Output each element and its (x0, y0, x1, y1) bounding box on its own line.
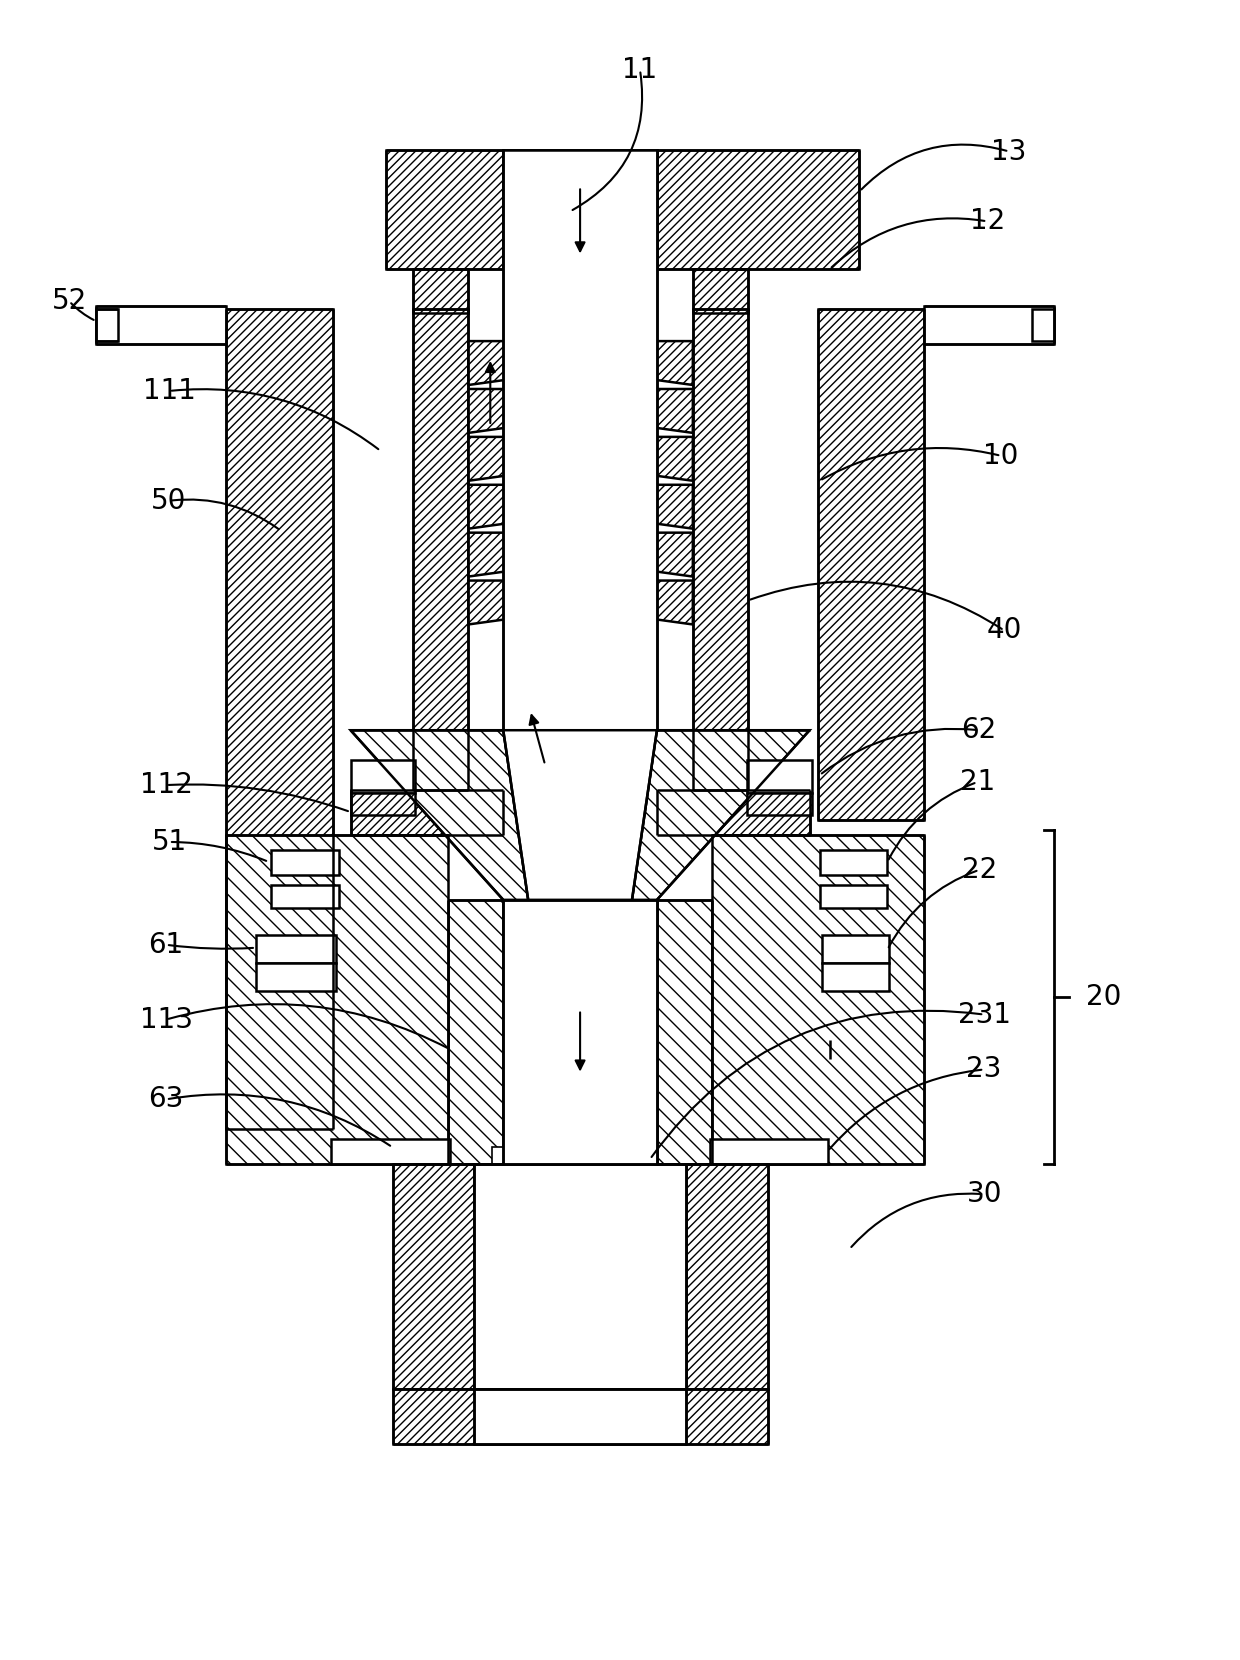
Bar (693, 309, 748, 790)
Bar (657, 149, 859, 269)
Polygon shape (469, 388, 526, 433)
Bar (822, 963, 889, 991)
Text: 231: 231 (957, 1001, 1011, 1029)
Polygon shape (331, 1139, 450, 1164)
Polygon shape (469, 437, 526, 481)
Bar (817, 309, 924, 820)
Polygon shape (469, 581, 526, 624)
Bar (413, 309, 469, 790)
Polygon shape (635, 388, 693, 433)
Bar (503, 900, 657, 1164)
Bar (393, 1164, 475, 1389)
Bar (686, 1164, 768, 1389)
Polygon shape (469, 340, 526, 385)
Bar (226, 835, 449, 1164)
Text: 10: 10 (983, 442, 1019, 470)
Bar (351, 790, 503, 835)
Polygon shape (469, 485, 526, 528)
Text: 61: 61 (149, 931, 184, 959)
Text: 30: 30 (966, 1180, 1002, 1208)
Bar (712, 835, 924, 1164)
Text: 12: 12 (970, 208, 1004, 236)
Polygon shape (635, 533, 693, 576)
Text: 52: 52 (52, 287, 87, 315)
Text: 40: 40 (987, 616, 1022, 644)
Bar (351, 793, 415, 815)
Text: 111: 111 (143, 377, 196, 405)
Bar (226, 309, 332, 1129)
Bar (693, 269, 748, 314)
Bar (393, 1389, 768, 1444)
Text: 13: 13 (992, 138, 1027, 166)
Text: 20: 20 (1086, 983, 1122, 1011)
Polygon shape (709, 1139, 827, 1164)
Bar (591, 1147, 614, 1182)
Polygon shape (632, 730, 810, 900)
Text: 21: 21 (960, 769, 994, 797)
Text: 50: 50 (151, 486, 187, 515)
Bar (558, 1147, 580, 1182)
Polygon shape (635, 437, 693, 481)
Text: 11: 11 (622, 56, 657, 83)
Polygon shape (635, 485, 693, 528)
Polygon shape (635, 581, 693, 624)
Polygon shape (351, 730, 528, 900)
Bar (525, 1147, 546, 1182)
Text: 22: 22 (961, 857, 997, 883)
Bar (822, 935, 889, 963)
Bar (475, 1389, 686, 1444)
Polygon shape (469, 533, 526, 576)
Bar (449, 900, 503, 1164)
Bar (97, 309, 118, 340)
Bar (351, 760, 415, 793)
Bar (270, 850, 339, 875)
Bar (270, 885, 339, 908)
Bar (386, 149, 503, 269)
Bar (503, 149, 657, 269)
Text: 23: 23 (966, 1056, 1002, 1084)
Bar (820, 885, 888, 908)
Bar (924, 305, 1054, 344)
Polygon shape (635, 340, 693, 385)
Text: 113: 113 (140, 1006, 192, 1034)
Bar (626, 1147, 649, 1182)
Bar (255, 935, 336, 963)
Bar (657, 900, 712, 1164)
Bar (1032, 309, 1054, 340)
Bar (820, 850, 888, 875)
Bar (746, 760, 811, 793)
Text: 112: 112 (140, 772, 192, 798)
Bar (503, 149, 657, 730)
Bar (657, 790, 810, 835)
Bar (492, 1147, 515, 1182)
Bar (413, 269, 469, 314)
Bar (255, 963, 336, 991)
Text: 62: 62 (961, 715, 997, 744)
Bar (475, 1164, 686, 1389)
Text: 63: 63 (149, 1086, 184, 1114)
Bar (746, 793, 811, 815)
Text: 51: 51 (151, 828, 187, 857)
Polygon shape (503, 730, 657, 900)
Bar (97, 305, 226, 344)
